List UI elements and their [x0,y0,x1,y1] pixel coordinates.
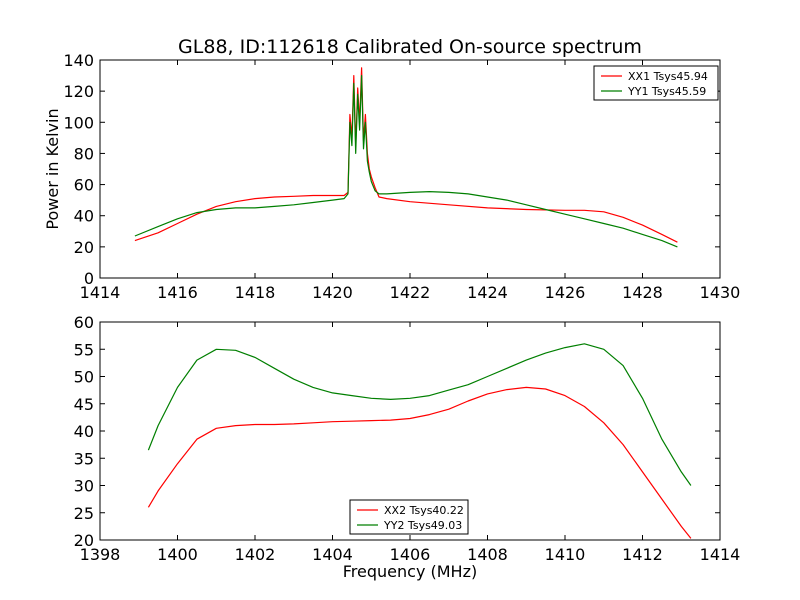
x-tick-label: 1422 [390,283,431,302]
y-tick-label: 20 [74,238,94,257]
x-tick-label: 1416 [157,283,198,302]
x-tick-label: 1400 [157,545,198,564]
y-tick-label: 45 [74,395,94,414]
x-tick-label: 1398 [80,545,121,564]
y-axis-label: Power in Kelvin [43,108,62,229]
x-tick-label: 1412 [622,545,663,564]
x-tick-label: 1414 [80,283,121,302]
x-tick-label: 1428 [622,283,663,302]
x-tick-label: 1430 [700,283,741,302]
y-tick-label: 80 [74,144,94,163]
legend-entry: XX1 Tsys45.94 [628,70,708,83]
legend-entry: YY2 Tsys49.03 [383,519,462,532]
x-tick-label: 1424 [467,283,508,302]
y-tick-label: 100 [63,113,94,132]
x-tick-label: 1414 [700,545,741,564]
x-tick-label: 1406 [390,545,431,564]
y-tick-label: 25 [74,504,94,523]
legend-box [593,65,719,101]
x-tick-label: 1404 [312,545,353,564]
x-tick-label: 1420 [312,283,353,302]
y-tick-label: 0 [84,269,94,288]
y-tick-label: 20 [74,531,94,550]
x-tick-label: 1402 [235,545,276,564]
top-panel: 1414 1416 1418 1420 1422 1424 1426 1428 1430 0 20 4… [43,51,740,302]
legend: XX1 Tsys45.94 YY1 Tsys45.59 [593,65,719,101]
y-tick-label: 140 [63,51,94,70]
y-tick-label: 120 [63,82,94,101]
bottom-panel: 1398 1400 1402 1404 1406 1408 1410 1412 1414 20 25… [74,313,741,581]
x-tick-label: 1418 [235,283,276,302]
y-tick-label: 40 [74,422,94,441]
y-tick-label: 35 [74,449,94,468]
series-line-1-1 [134,67,678,243]
y-tick-label: 30 [74,477,94,496]
legend-entry: XX2 Tsys40.22 [384,504,464,517]
legend: XX2 Tsys40.22 YY2 Tsys49.03 [349,499,469,535]
x-tick-label: 1426 [545,283,586,302]
legend-box [349,499,469,535]
legend-entry: YY1 Tsys45.59 [627,85,706,98]
y-tick-label: 60 [74,313,94,332]
y-tick-label: 50 [74,368,94,387]
figure-title: GL88, ID:112618 Calibrated On-source spe… [178,36,642,58]
series-line-2-1 [147,386,692,539]
series-line-2-2 [147,343,692,486]
y-tick-label: 60 [74,176,94,195]
series-line-1-2 [134,74,678,248]
y-tick-label: 55 [74,340,94,359]
y-tick-label: 40 [74,207,94,226]
x-tick-label: 1408 [467,545,508,564]
x-tick-label: 1410 [545,545,586,564]
x-axis-label: Frequency (MHz) [343,562,477,581]
